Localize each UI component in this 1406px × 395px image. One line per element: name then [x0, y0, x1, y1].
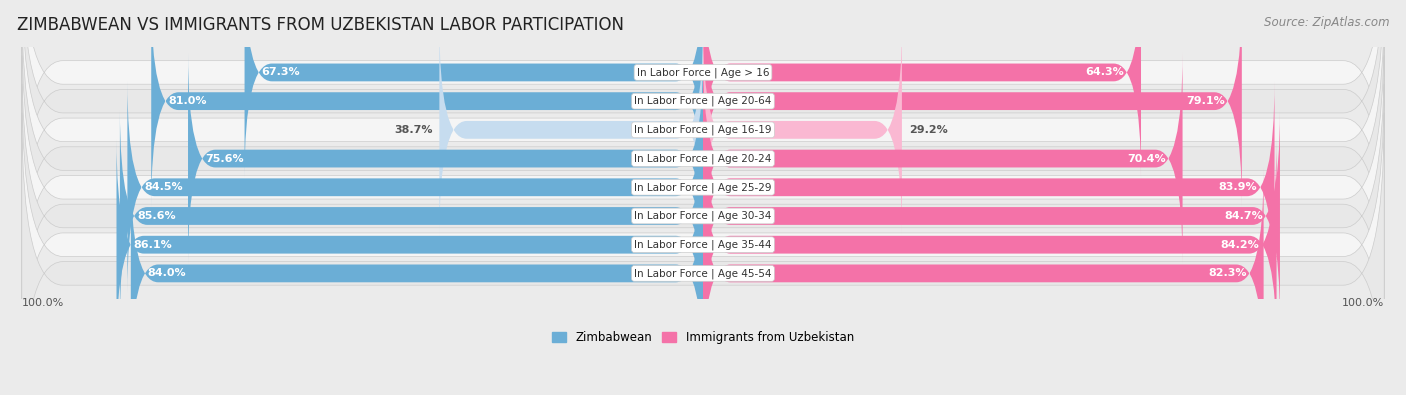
FancyBboxPatch shape — [703, 24, 901, 236]
FancyBboxPatch shape — [22, 0, 1384, 290]
Legend: Zimbabwean, Immigrants from Uzbekistan: Zimbabwean, Immigrants from Uzbekistan — [547, 327, 859, 349]
FancyBboxPatch shape — [188, 53, 703, 265]
Text: In Labor Force | Age 16-19: In Labor Force | Age 16-19 — [634, 124, 772, 135]
FancyBboxPatch shape — [22, 27, 1384, 348]
Text: In Labor Force | Age 35-44: In Labor Force | Age 35-44 — [634, 239, 772, 250]
Text: 84.2%: 84.2% — [1220, 240, 1260, 250]
FancyBboxPatch shape — [22, 0, 1384, 233]
FancyBboxPatch shape — [117, 139, 703, 351]
Text: 29.2%: 29.2% — [908, 125, 948, 135]
Text: 79.1%: 79.1% — [1187, 96, 1225, 106]
Text: 81.0%: 81.0% — [169, 96, 207, 106]
FancyBboxPatch shape — [703, 0, 1142, 179]
Text: 100.0%: 100.0% — [1341, 298, 1384, 308]
Text: In Labor Force | Age 30-34: In Labor Force | Age 30-34 — [634, 211, 772, 221]
Text: 64.3%: 64.3% — [1085, 68, 1123, 77]
Text: 67.3%: 67.3% — [262, 68, 301, 77]
FancyBboxPatch shape — [703, 81, 1274, 293]
FancyBboxPatch shape — [22, 56, 1384, 376]
Text: ZIMBABWEAN VS IMMIGRANTS FROM UZBEKISTAN LABOR PARTICIPATION: ZIMBABWEAN VS IMMIGRANTS FROM UZBEKISTAN… — [17, 16, 624, 34]
Text: 85.6%: 85.6% — [136, 211, 176, 221]
Text: 100.0%: 100.0% — [22, 298, 65, 308]
Text: 38.7%: 38.7% — [394, 125, 433, 135]
Text: 86.1%: 86.1% — [134, 240, 173, 250]
Text: In Labor Force | Age > 16: In Labor Force | Age > 16 — [637, 67, 769, 78]
Text: 84.0%: 84.0% — [148, 268, 187, 278]
Text: 84.5%: 84.5% — [145, 182, 183, 192]
FancyBboxPatch shape — [245, 0, 703, 179]
Text: 75.6%: 75.6% — [205, 154, 243, 164]
Text: 70.4%: 70.4% — [1126, 154, 1166, 164]
FancyBboxPatch shape — [703, 139, 1277, 351]
FancyBboxPatch shape — [22, 113, 1384, 395]
FancyBboxPatch shape — [703, 110, 1279, 322]
FancyBboxPatch shape — [152, 0, 703, 207]
FancyBboxPatch shape — [440, 24, 703, 236]
FancyBboxPatch shape — [128, 81, 703, 293]
FancyBboxPatch shape — [120, 110, 703, 322]
Text: In Labor Force | Age 25-29: In Labor Force | Age 25-29 — [634, 182, 772, 192]
Text: Source: ZipAtlas.com: Source: ZipAtlas.com — [1264, 16, 1389, 29]
Text: In Labor Force | Age 20-24: In Labor Force | Age 20-24 — [634, 153, 772, 164]
FancyBboxPatch shape — [22, 0, 1384, 261]
FancyBboxPatch shape — [22, 0, 1384, 319]
Text: 83.9%: 83.9% — [1219, 182, 1257, 192]
FancyBboxPatch shape — [703, 0, 1241, 207]
FancyBboxPatch shape — [703, 53, 1182, 265]
Text: In Labor Force | Age 20-64: In Labor Force | Age 20-64 — [634, 96, 772, 106]
Text: In Labor Force | Age 45-54: In Labor Force | Age 45-54 — [634, 268, 772, 278]
Text: 82.3%: 82.3% — [1208, 268, 1247, 278]
FancyBboxPatch shape — [703, 167, 1264, 379]
FancyBboxPatch shape — [22, 84, 1384, 395]
Text: 84.7%: 84.7% — [1225, 211, 1263, 221]
FancyBboxPatch shape — [131, 167, 703, 379]
